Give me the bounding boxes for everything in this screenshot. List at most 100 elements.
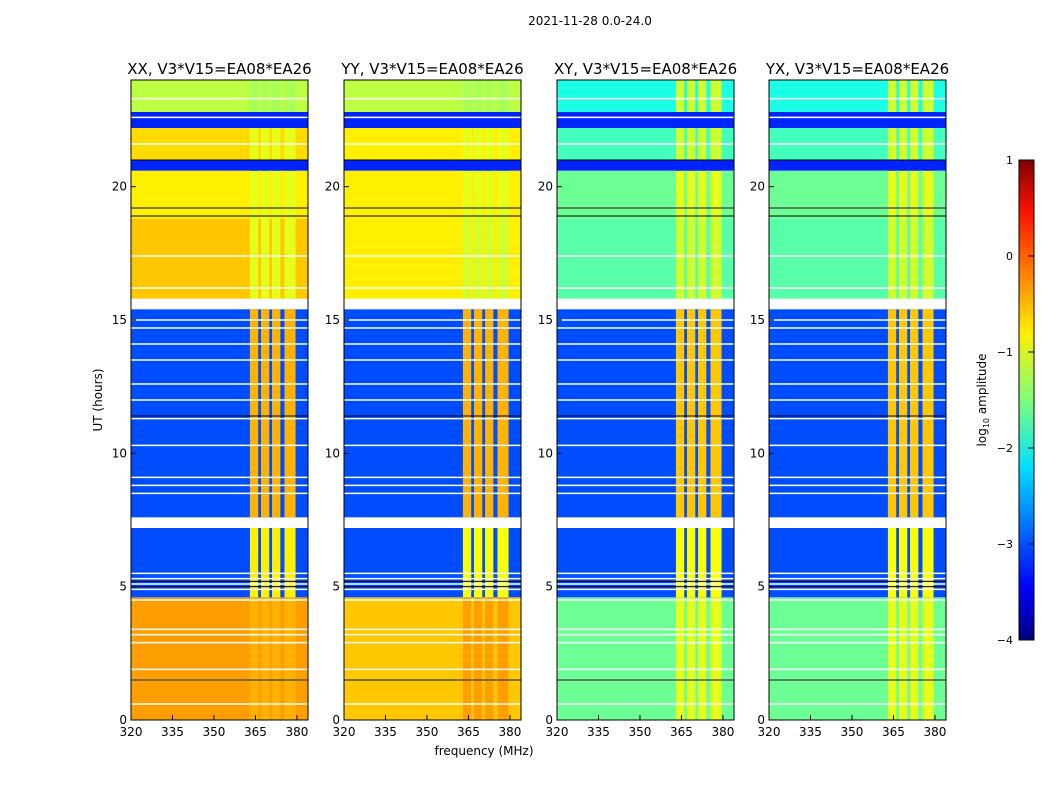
rfi-band-cell [898,309,908,518]
colorbar-tick-label: 1 [1006,154,1013,167]
rfi-band-cell [249,597,259,720]
colorbar-tick-label: −2 [997,442,1013,455]
x-tick-label: 320 [333,725,356,739]
rfi-band-cell [249,528,259,598]
rfi-band-cell [497,597,509,720]
y-tick-label: 0 [119,713,127,727]
panel-title: YX, V3*V15=EA08*EA26 [765,60,949,78]
rfi-band-cell [284,80,296,112]
heatmap-segment [131,160,308,171]
y-tick-label: 5 [332,580,340,594]
rfi-band-cell [675,112,685,128]
colorbar-gradient [1018,159,1035,641]
panel-3: YX, V3*V15=EA08*EA26 320 335 350 365 380 0 5 10 1… [750,60,949,739]
x-tick-label: 365 [882,725,905,739]
heatmap-segment [769,218,946,299]
x-tick-label: 320 [120,725,143,739]
rfi-band-cell [898,160,908,171]
rfi-band-cell [284,597,296,720]
rfi-band-cell [910,80,919,112]
heatmap-segment [131,112,308,128]
rfi-band-cell [473,218,483,299]
x-tick-label: 350 [629,725,652,739]
rfi-band-cell [497,309,509,518]
rfi-band-cell [698,80,707,112]
heatmap-segment [557,597,734,720]
rfi-band-cell [910,309,919,518]
rfi-band-cell [910,528,919,598]
rfi-band-cell [284,309,296,518]
rfi-band-cell [284,112,296,128]
x-tick-label: 380 [711,725,734,739]
rfi-band-cell [473,112,483,128]
panel-title: YY, V3*V15=EA08*EA26 [340,60,523,78]
rfi-band-cell [710,170,722,219]
heatmap-segment [344,80,521,112]
x-tick-label: 365 [457,725,480,739]
y-tick-label: 10 [750,446,765,460]
y-axis-label: UT (hours) [91,368,105,431]
heatmap-segment [557,112,734,128]
rfi-band-cell [887,80,897,112]
y-tick-label: 15 [325,313,340,327]
rfi-band-cell [497,160,509,171]
heatmap-segment [557,160,734,171]
y-tick-label: 15 [750,313,765,327]
rfi-band-cell [272,528,281,598]
heatmap-segment [131,218,308,299]
heatmap-segment [769,597,946,720]
rfi-band-cell [898,112,908,128]
rfi-band-cell [922,528,934,598]
x-tick-label: 335 [799,725,822,739]
rfi-band-cell [910,597,919,720]
y-tick-label: 20 [325,180,340,194]
heatmap-segment [557,170,734,219]
rfi-band-cell [272,160,281,171]
rfi-band-cell [497,528,509,598]
x-tick-label: 380 [285,725,308,739]
y-tick-label: 0 [545,713,553,727]
y-tick-label: 20 [538,180,553,194]
rfi-band-cell [485,112,494,128]
rfi-band-cell [698,218,707,299]
rfi-band-cell [710,112,722,128]
x-tick-label: 320 [758,725,781,739]
rfi-band-cell [462,597,472,720]
rfi-band-cell [922,309,934,518]
heatmap-segment [344,597,521,720]
heatmap-segment [131,80,308,112]
rfi-band-cell [485,309,494,518]
rfi-band-cell [260,528,270,598]
heatmap-segment [131,309,308,518]
rfi-band-cell [260,597,270,720]
rfi-band-cell [473,160,483,171]
rfi-band-cell [675,218,685,299]
rfi-band-cell [898,170,908,219]
heatmap-segment [557,80,734,112]
rfi-band-cell [249,112,259,128]
rfi-band-cell [485,528,494,598]
rfi-band-cell [675,80,685,112]
rfi-band-cell [260,112,270,128]
y-tick-label: 20 [750,180,765,194]
rfi-band-cell [698,160,707,171]
rfi-band-cell [260,80,270,112]
rfi-band-cell [497,170,509,219]
heatmap-segment [344,170,521,219]
heatmap-segment [557,218,734,299]
y-tick-label: 10 [112,446,127,460]
rfi-band-cell [260,160,270,171]
rfi-band-cell [260,218,270,299]
panel-frame [130,79,309,721]
y-tick-label: 15 [112,313,127,327]
rfi-band-cell [922,218,934,299]
rfi-band-cell [710,597,722,720]
heatmap-segment [344,218,521,299]
heatmap-segment [344,112,521,128]
rfi-band-cell [284,218,296,299]
rfi-band-cell [260,309,270,518]
rfi-band-cell [473,309,483,518]
rfi-band-cell [887,309,897,518]
rfi-band-cell [910,160,919,171]
